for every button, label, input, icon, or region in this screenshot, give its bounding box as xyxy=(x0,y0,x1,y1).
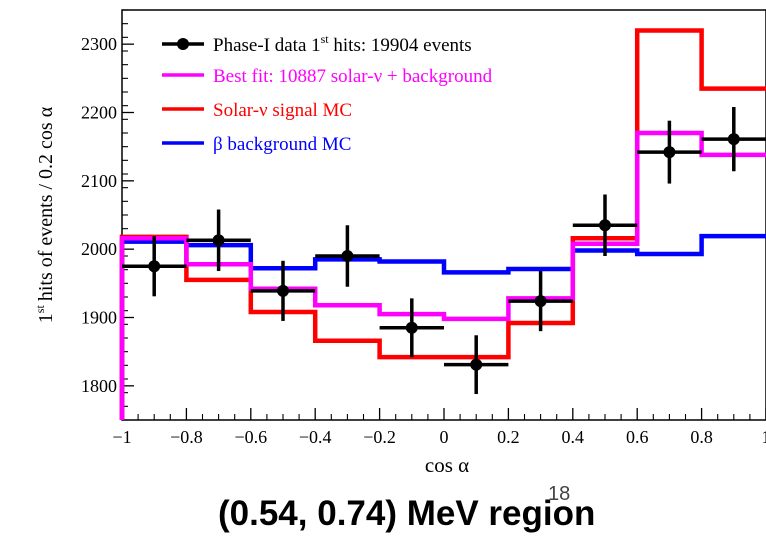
legend-background-label: β background MC xyxy=(213,134,351,155)
y-tick-label: 2200 xyxy=(81,103,117,123)
histogram-series-2 xyxy=(119,233,766,420)
y-tick-label: 1900 xyxy=(81,308,117,328)
data-point xyxy=(341,250,354,262)
data-point xyxy=(470,358,483,371)
y-axis-label-one: 1 xyxy=(35,313,57,323)
x-tick-label: 0 xyxy=(440,427,449,447)
legend-data-label-post: hits: 19904 events xyxy=(329,35,472,56)
x-tick-label: 1 xyxy=(762,427,766,447)
x-tick-label: 0.2 xyxy=(497,427,520,447)
x-tick-label: −0.4 xyxy=(299,427,332,447)
data-points xyxy=(122,107,766,395)
data-point xyxy=(534,295,547,308)
legend-data-label-pre: Phase-I data 1 xyxy=(213,35,321,56)
legend-signal-label: Solar-ν signal MC xyxy=(213,100,352,121)
x-tick-label: −0.8 xyxy=(170,427,203,447)
y-axis-label-sup: st xyxy=(33,305,47,314)
data-point xyxy=(277,284,289,297)
legend-data-label-sup: st xyxy=(321,32,330,46)
x-axis: −1 −0.8 −0.6 −0.4 −0.2 0 0.2 0.4 0.6 0.8 1 xyxy=(112,408,766,447)
x-tick-label: 0.4 xyxy=(562,427,585,447)
x-tick-label: −1 xyxy=(112,427,131,447)
legend-data-marker xyxy=(177,38,189,50)
y-tick-label: 2300 xyxy=(81,34,117,54)
region-caption: (0.54, 0.74) MeV region xyxy=(218,494,596,533)
data-point xyxy=(663,146,676,159)
y-tick-label: 2100 xyxy=(81,171,117,191)
legend-data-label: Phase-I data 1st hits: 19904 events xyxy=(213,32,472,56)
data-point xyxy=(727,133,740,146)
legend: Phase-I data 1st hits: 19904 events Best… xyxy=(162,32,493,155)
data-point xyxy=(599,219,611,232)
data-point xyxy=(148,260,161,273)
x-tick-label: −0.6 xyxy=(234,427,267,447)
x-tick-label: 0.6 xyxy=(626,427,649,447)
x-tick-label: −0.2 xyxy=(363,427,396,447)
page-number: 18 xyxy=(548,483,571,505)
y-axis-label-main: hits of events / 0.2 cos α xyxy=(35,106,57,301)
y-axis: 1800 1900 2000 2100 2200 2300 xyxy=(81,9,134,421)
data-point xyxy=(405,321,418,334)
data-point xyxy=(212,234,225,247)
legend-bestfit-label: Best fit: 10887 solar-ν + background xyxy=(213,66,493,87)
histogram-series-0 xyxy=(119,130,766,420)
x-tick-label: 0.8 xyxy=(690,427,713,447)
y-tick-label: 2000 xyxy=(81,239,117,259)
y-tick-label: 1800 xyxy=(81,376,117,396)
x-axis-label: cos α xyxy=(425,453,469,477)
y-axis-label: 1st hits of events / 0.2 cos α xyxy=(33,106,57,323)
